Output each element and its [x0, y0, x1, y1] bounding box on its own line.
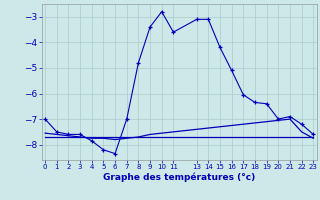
X-axis label: Graphe des températures (°c): Graphe des températures (°c) [103, 173, 255, 182]
